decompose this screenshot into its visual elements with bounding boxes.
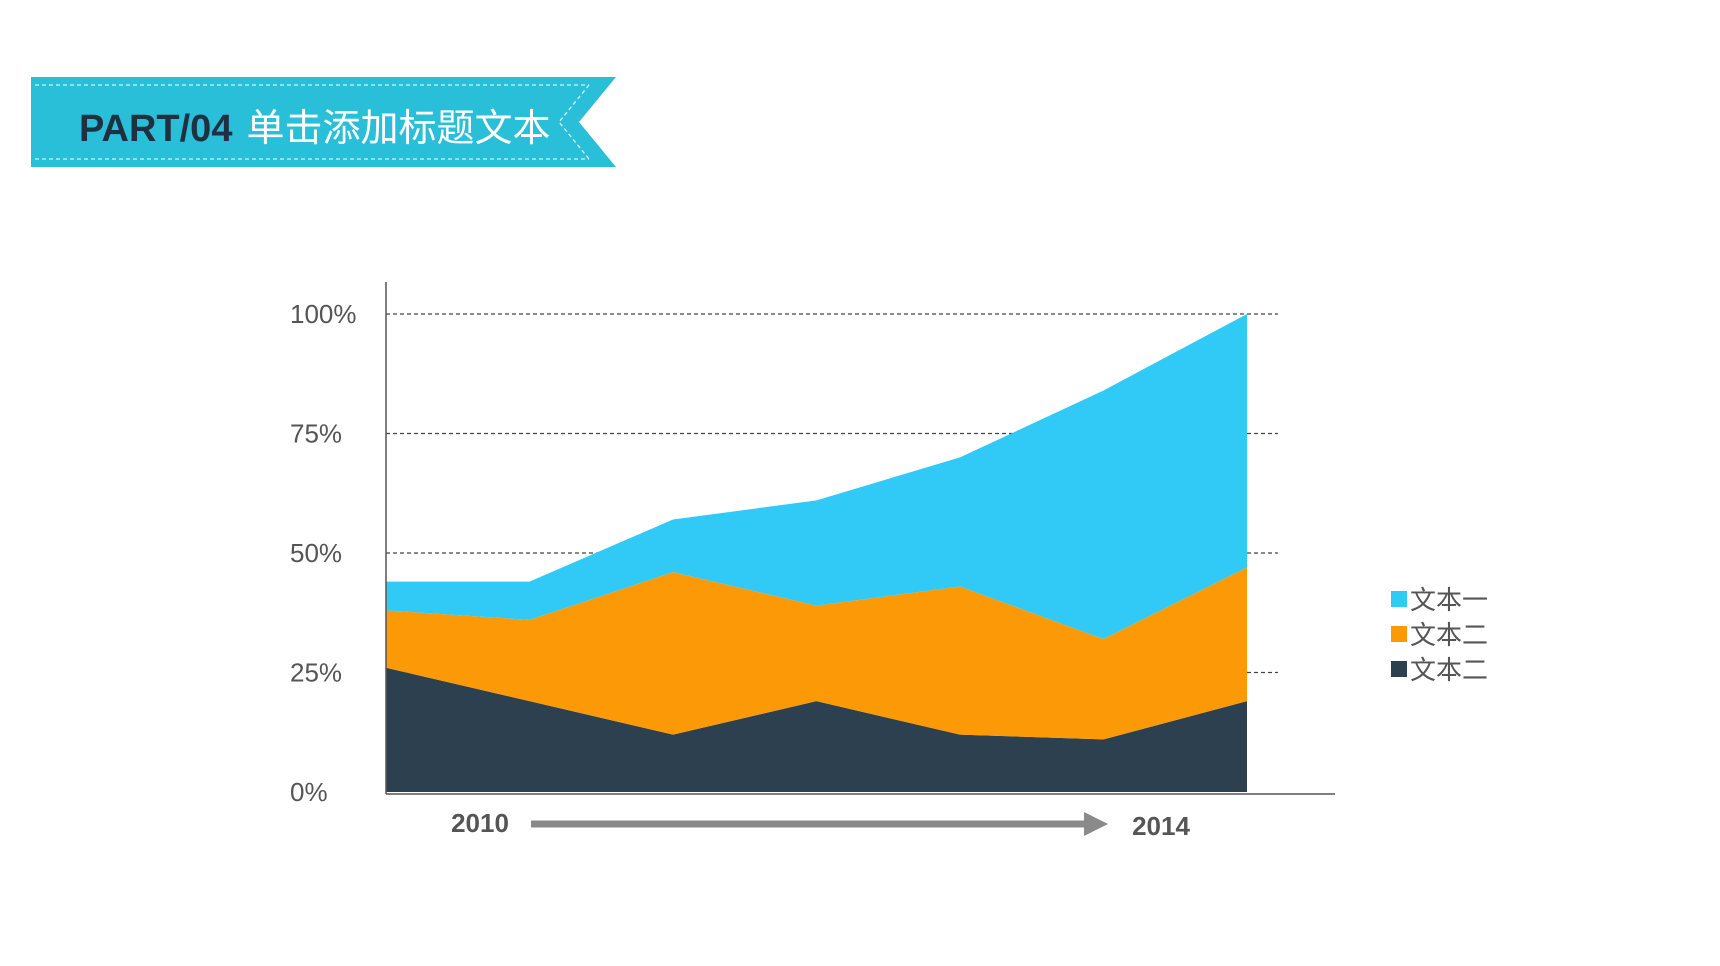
legend-label: 文本二	[1410, 620, 1488, 650]
x-start-label: 2010	[451, 808, 509, 838]
legend-label: 文本二	[1410, 655, 1488, 685]
y-tick-label: 50%	[290, 538, 342, 568]
legend-swatch	[1391, 591, 1407, 607]
legend-swatch	[1391, 626, 1407, 642]
area-series-1	[386, 567, 1247, 740]
part-label: PART/04	[79, 108, 233, 150]
title-banner: PART/04 单击添加标题文本	[31, 77, 616, 167]
timeline-arrow	[531, 812, 1108, 836]
area-series-2	[386, 314, 1247, 640]
legend-swatch	[1391, 661, 1407, 677]
y-tick-label: 100%	[290, 299, 357, 329]
y-tick-label: 75%	[290, 419, 342, 449]
y-tick-label: 0%	[290, 777, 328, 807]
x-end-label: 2014	[1132, 811, 1190, 841]
y-tick-label: 25%	[290, 658, 342, 688]
legend-label: 文本一	[1410, 585, 1488, 615]
banner-ribbon	[31, 77, 616, 167]
area-series-0	[386, 667, 1247, 792]
page-title: 单击添加标题文本	[246, 108, 551, 150]
